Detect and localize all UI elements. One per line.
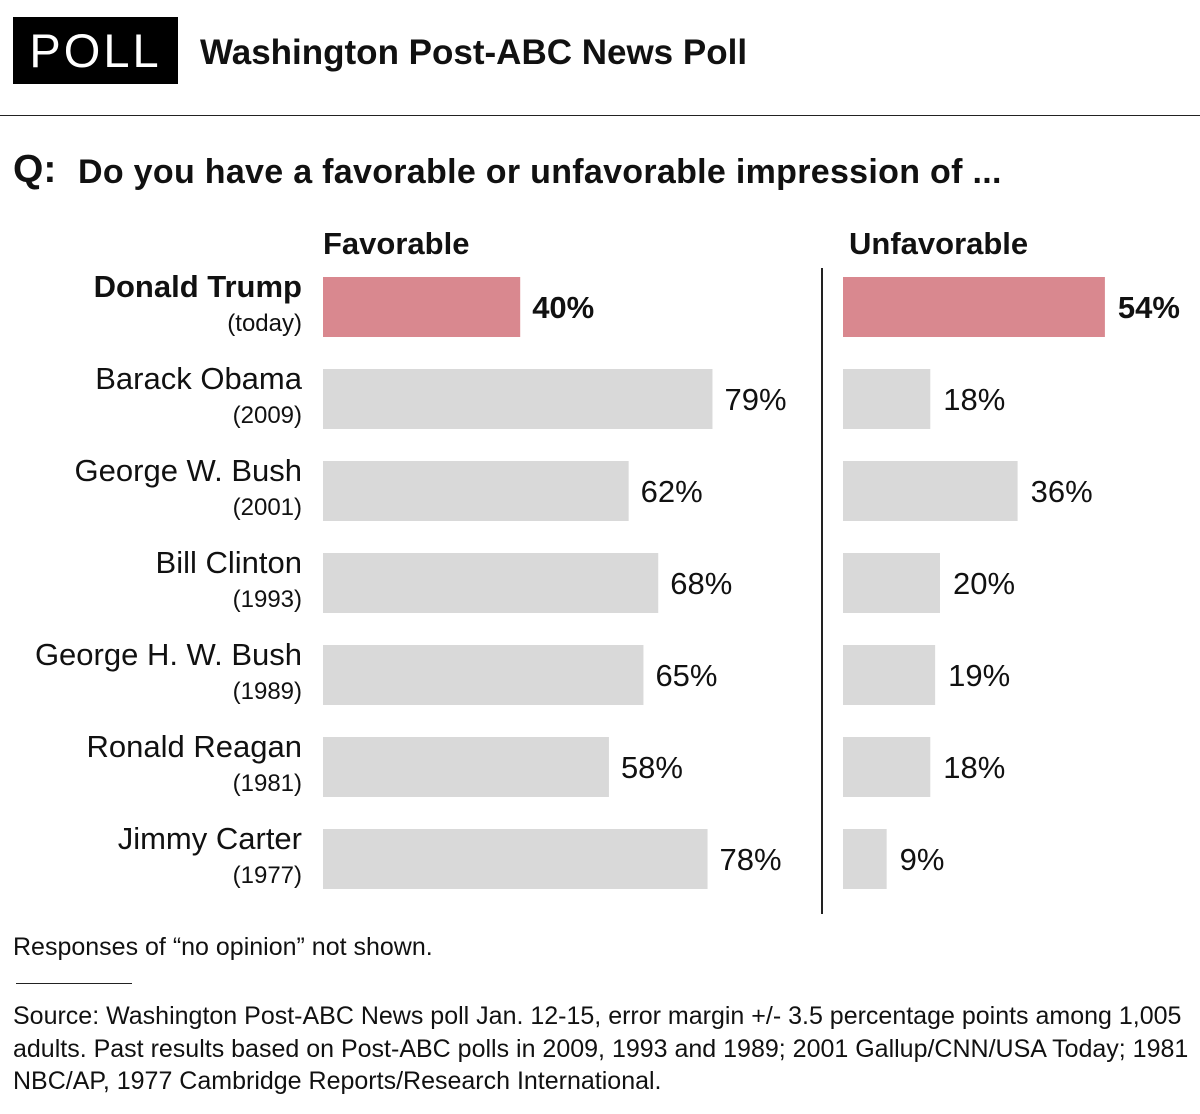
row-label-jimmy-carter: Jimmy Carter bbox=[118, 821, 302, 856]
favorable-bar-jimmy-carter bbox=[323, 829, 708, 889]
unfavorable-bar-ronald-reagan bbox=[843, 737, 931, 797]
favorable-value-barack-obama: 79% bbox=[724, 382, 786, 417]
unfavorable-value-bill-clinton: 20% bbox=[953, 566, 1015, 601]
favorability-chart: Favorable Unfavorable Donald Trump (today… bbox=[35, 226, 1180, 914]
unfavorable-bar-barack-obama bbox=[843, 369, 931, 429]
chart-rows: Donald Trump (today) 40% 54% Barack Obama (20… bbox=[35, 269, 1180, 889]
favorable-value-george-h-w-bush: 65% bbox=[655, 658, 717, 693]
row-period-donald-trump: (today) bbox=[227, 310, 302, 337]
unfavorable-column-header: Unfavorable bbox=[849, 226, 1028, 261]
row-period-jimmy-carter: (1977) bbox=[233, 862, 302, 889]
question-label: Q: bbox=[13, 148, 57, 191]
favorable-value-donald-trump: 40% bbox=[532, 290, 594, 325]
row-period-ronald-reagan: (1981) bbox=[233, 770, 302, 797]
page-title: Washington Post-ABC News Poll bbox=[200, 33, 748, 72]
favorable-value-jimmy-carter: 78% bbox=[720, 842, 782, 877]
header-divider bbox=[0, 115, 1200, 116]
row-label-george-w-bush: George W. Bush bbox=[75, 453, 302, 488]
poll-badge: POLL bbox=[13, 17, 178, 84]
source-note: Source: Washington Post-ABC News poll Ja… bbox=[13, 1002, 1189, 1095]
row-label-ronald-reagan: Ronald Reagan bbox=[87, 729, 302, 764]
favorable-bar-barack-obama bbox=[323, 369, 713, 429]
favorable-value-ronald-reagan: 58% bbox=[621, 750, 683, 785]
row-period-george-h-w-bush: (1989) bbox=[233, 678, 302, 705]
favorable-bar-ronald-reagan bbox=[323, 737, 609, 797]
row-period-bill-clinton: (1993) bbox=[233, 586, 302, 613]
favorable-bar-bill-clinton bbox=[323, 553, 659, 613]
favorable-bar-george-h-w-bush bbox=[323, 645, 644, 705]
unfavorable-bar-bill-clinton bbox=[843, 553, 940, 613]
unfavorable-bar-donald-trump bbox=[843, 277, 1105, 337]
row-period-barack-obama: (2009) bbox=[233, 402, 302, 429]
unfavorable-value-jimmy-carter: 9% bbox=[900, 842, 945, 877]
row-period-george-w-bush: (2001) bbox=[233, 494, 302, 521]
row-label-george-h-w-bush: George H. W. Bush bbox=[35, 637, 302, 672]
unfavorable-bar-george-w-bush bbox=[843, 461, 1018, 521]
footnote: Responses of “no opinion” not shown. bbox=[13, 933, 433, 961]
favorable-value-george-w-bush: 62% bbox=[641, 474, 703, 509]
question-text: Do you have a favorable or unfavorable i… bbox=[78, 153, 1002, 191]
row-label-bill-clinton: Bill Clinton bbox=[156, 545, 302, 580]
favorable-column-header: Favorable bbox=[323, 226, 469, 261]
unfavorable-value-ronald-reagan: 18% bbox=[943, 750, 1005, 785]
favorable-bar-george-w-bush bbox=[323, 461, 629, 521]
favorable-bar-donald-trump bbox=[323, 277, 521, 337]
footnote-divider bbox=[16, 983, 132, 984]
favorable-value-bill-clinton: 68% bbox=[670, 566, 732, 601]
unfavorable-bar-george-h-w-bush bbox=[843, 645, 936, 705]
row-label-donald-trump: Donald Trump bbox=[94, 269, 302, 304]
unfavorable-value-george-w-bush: 36% bbox=[1031, 474, 1093, 509]
unfavorable-value-barack-obama: 18% bbox=[943, 382, 1005, 417]
unfavorable-bar-jimmy-carter bbox=[843, 829, 887, 889]
unfavorable-value-donald-trump: 54% bbox=[1118, 290, 1180, 325]
row-label-barack-obama: Barack Obama bbox=[95, 361, 303, 396]
unfavorable-value-george-h-w-bush: 19% bbox=[948, 658, 1010, 693]
